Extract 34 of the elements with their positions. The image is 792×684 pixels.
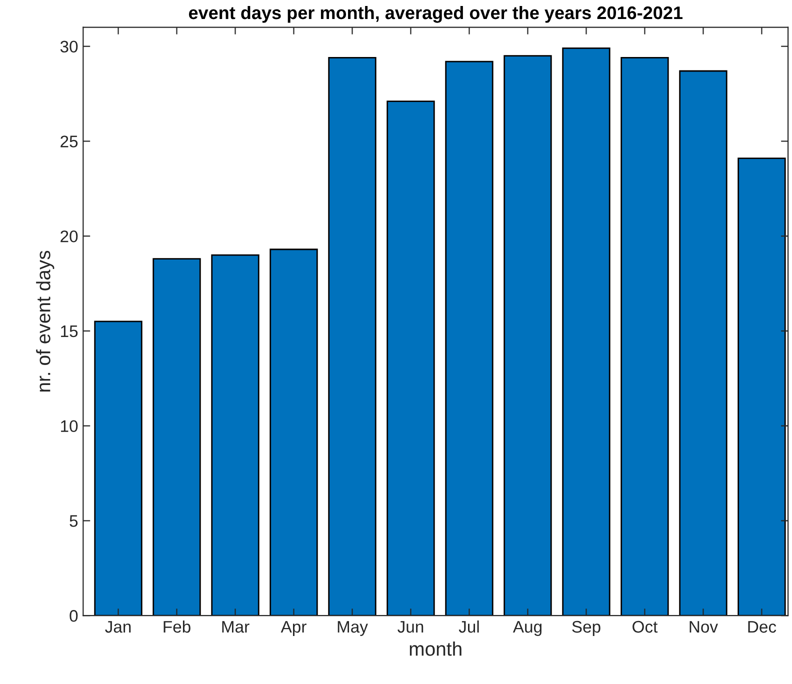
bar: [386, 100, 435, 616]
x-tick-label: Mar: [222, 621, 250, 633]
y-tick-label: 5: [70, 515, 78, 527]
bar: [562, 48, 610, 616]
x-tick-label: Sep: [572, 620, 600, 636]
bar: [152, 258, 201, 616]
x-tick-label: Feb: [164, 620, 190, 633]
bar: [738, 158, 786, 616]
bar: [270, 248, 318, 616]
chart-title: event days per month, averaged over the years 2016-2021: [188, 6, 683, 23]
y-tick-label: 30: [60, 40, 78, 53]
x-tick-label: Aug: [512, 621, 542, 636]
bar: [679, 70, 728, 616]
x-tick-label: Nov: [690, 621, 718, 633]
x-tick-label: Dec: [748, 621, 776, 633]
y-tick-label: 25: [60, 136, 78, 148]
y-tick-label: 15: [61, 326, 78, 338]
x-tick-label: Jul: [458, 620, 479, 633]
bar: [211, 254, 260, 616]
x-tick-label: May: [338, 621, 368, 636]
y-tick-label: 20: [60, 230, 78, 242]
bar: [328, 57, 376, 616]
y-tick-label: 10: [61, 420, 78, 432]
x-axis-title: month: [410, 642, 462, 656]
x-tick-label: Apr: [280, 621, 306, 636]
y-tick-label: 0: [70, 610, 78, 622]
bar: [445, 60, 494, 616]
bar: [94, 320, 142, 616]
x-tick-label: Jun: [398, 621, 424, 633]
x-tick-label: Oct: [632, 620, 658, 633]
y-axis-title: nr. of event days: [36, 250, 54, 392]
bar: [620, 57, 669, 616]
x-tick-label: Jan: [105, 621, 131, 633]
bar: [504, 55, 552, 616]
